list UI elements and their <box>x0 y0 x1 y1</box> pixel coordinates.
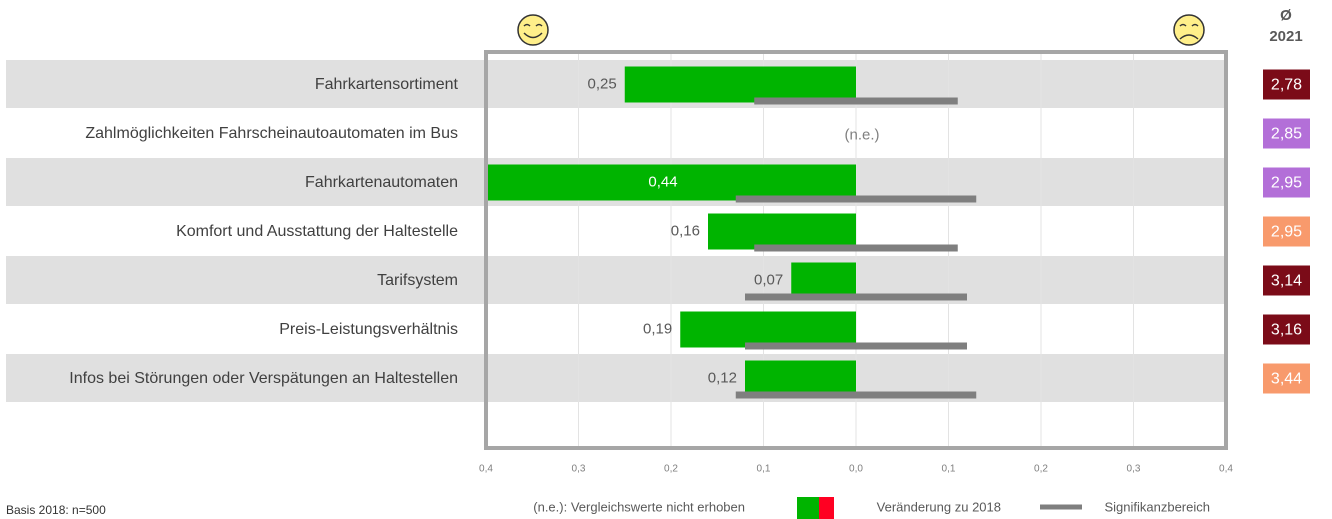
value-label: 0,16 <box>671 222 700 239</box>
legend-swatch <box>819 497 834 519</box>
mean-label: 3,14 <box>1271 273 1302 290</box>
value-label: 0,07 <box>754 271 783 288</box>
value-label: 0,12 <box>708 369 737 386</box>
legend-label: Signifikanzbereich <box>1104 499 1210 514</box>
mean-label: 2,85 <box>1271 126 1302 143</box>
value-label: 0,19 <box>643 320 672 337</box>
bar <box>791 262 856 299</box>
bar <box>624 66 856 103</box>
legend-label: Veränderung zu 2018 <box>877 499 1001 514</box>
significance-bar <box>754 244 958 252</box>
row-band <box>6 354 1224 402</box>
bar <box>745 360 856 397</box>
category-label: Preis-Leistungsverhältnis <box>279 321 458 338</box>
x-tick-label: 0,1 <box>757 464 771 475</box>
mean-label: 2,95 <box>1271 224 1302 241</box>
significance-bar <box>745 342 967 350</box>
mean-label: 3,16 <box>1271 322 1302 339</box>
x-tick-label: 0,0 <box>849 464 863 475</box>
category-label: Fahrkartenautomaten <box>305 174 458 191</box>
x-tick-label: 0,4 <box>479 464 493 475</box>
category-label: Zahlmöglichkeiten Fahrscheinautoautomate… <box>85 125 458 142</box>
plot-frame <box>484 50 1228 450</box>
mean-box <box>1263 216 1310 247</box>
footnote: Basis 2018: n=500 <box>6 503 106 517</box>
mean-label: 3,44 <box>1271 371 1302 388</box>
x-tick-label: 0,1 <box>942 464 956 475</box>
mean-label: 2,78 <box>1271 77 1302 94</box>
x-tick-label: 0,2 <box>664 464 678 475</box>
bar <box>708 213 856 250</box>
category-label: Fahrkartensortiment <box>314 76 458 93</box>
significance-bar <box>754 97 958 105</box>
significance-bar <box>735 391 977 399</box>
mean-box <box>1263 167 1310 198</box>
category-label: Tarifsystem <box>377 272 458 289</box>
x-tick-label: 0,3 <box>1127 464 1141 475</box>
bar <box>486 164 856 201</box>
category-label: Komfort und Ausstattung der Haltestelle <box>176 223 458 240</box>
significance-bar <box>735 195 977 203</box>
category-label: Infos bei Störungen oder Verspätungen an… <box>69 370 458 387</box>
mean-box <box>1263 363 1310 394</box>
bar <box>680 311 856 348</box>
mean-box <box>1263 118 1310 149</box>
na-note: (n.e.): Vergleichswerte nicht erhoben <box>533 499 745 514</box>
mean-header: Ø <box>1280 7 1292 24</box>
x-tick-label: 0,2 <box>1034 464 1048 475</box>
row-band <box>6 60 1224 108</box>
mean-box <box>1263 314 1310 345</box>
x-tick-label: 0,3 <box>572 464 586 475</box>
value-label: 0,44 <box>648 173 677 190</box>
sad-smiley <box>1173 14 1205 46</box>
na-label: (n.e.) <box>844 126 879 143</box>
mean-label: 2,95 <box>1271 175 1302 192</box>
row-band <box>6 256 1224 304</box>
value-label: 0,25 <box>588 75 617 92</box>
happy-smiley <box>517 14 549 46</box>
mean-box <box>1263 69 1310 100</box>
legend-swatch <box>797 497 819 519</box>
mean-header: 2021 <box>1269 28 1302 45</box>
x-tick-label: 0,4 <box>1219 464 1233 475</box>
significance-bar <box>745 293 967 301</box>
mean-box <box>1263 265 1310 296</box>
